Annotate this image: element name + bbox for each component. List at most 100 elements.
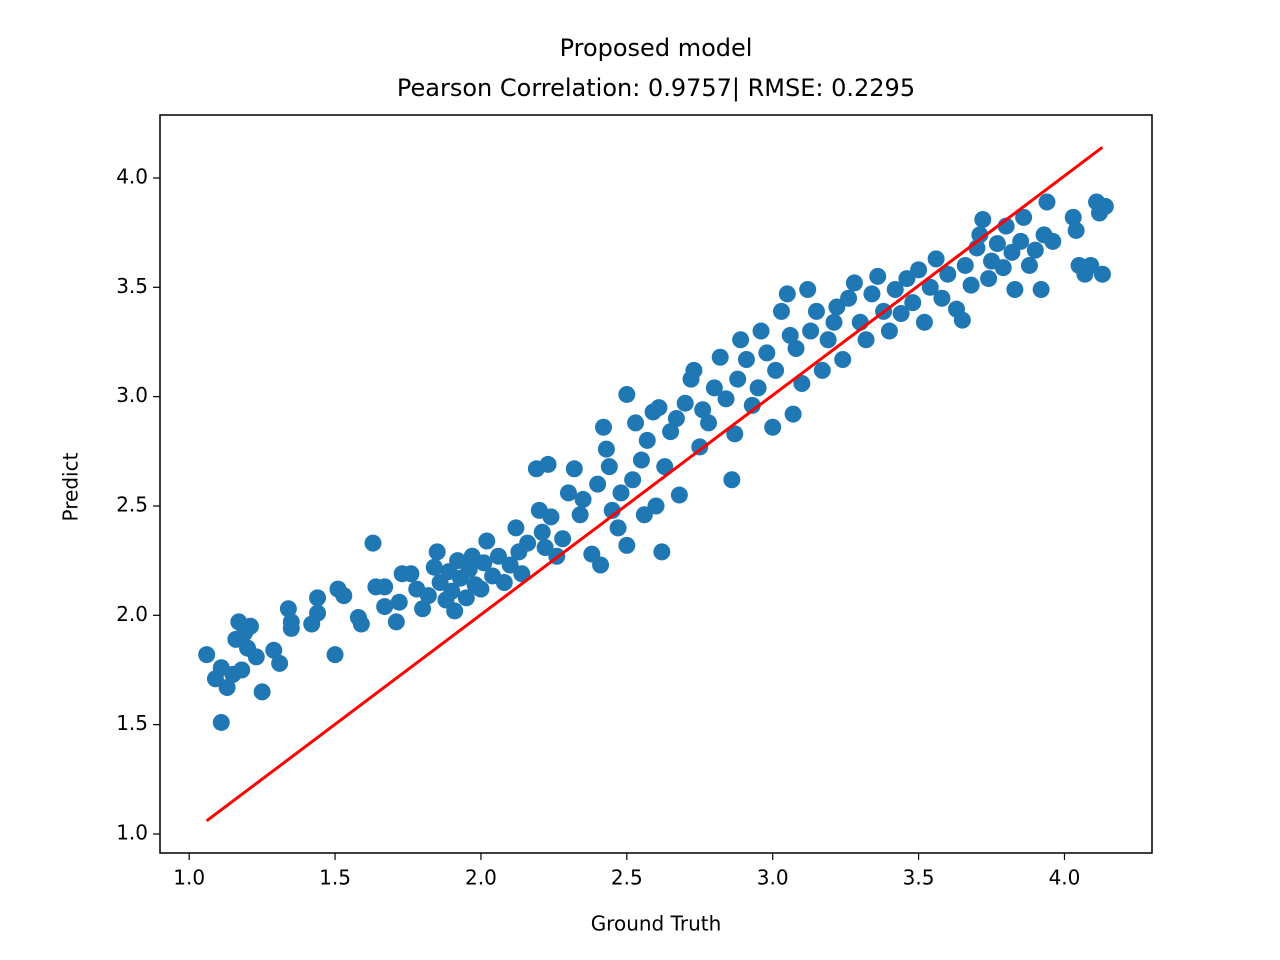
scatter-point	[825, 313, 843, 331]
scatter-point	[253, 683, 271, 701]
y-tick-label: 1.5	[116, 711, 148, 735]
scatter-point	[726, 425, 744, 443]
scatter-point	[279, 600, 297, 618]
scatter-point	[910, 261, 928, 279]
scatter-point	[667, 410, 685, 428]
scatter-point	[597, 440, 615, 458]
scatter-point	[711, 348, 729, 366]
scatter-point	[971, 226, 989, 244]
scatter-point	[1093, 265, 1111, 283]
scatter-point	[519, 534, 537, 552]
scatter-point	[1020, 256, 1038, 274]
scatter-point	[933, 289, 951, 307]
x-tick-label: 1.0	[173, 866, 205, 890]
scatter-point	[233, 661, 251, 679]
scatter-point	[647, 497, 665, 515]
scatter-point	[670, 486, 688, 504]
scatter-point	[309, 604, 327, 622]
scatter-point	[956, 256, 974, 274]
scatter-point	[953, 311, 971, 329]
scatter-point	[364, 534, 382, 552]
scatter-point	[559, 484, 577, 502]
scatter-point	[676, 394, 694, 412]
scatter-point	[592, 556, 610, 574]
scatter-point	[635, 506, 653, 524]
y-tick-label: 2.0	[116, 602, 148, 626]
scatter-point	[609, 519, 627, 537]
scatter-point	[600, 458, 618, 476]
scatter-point	[1015, 208, 1033, 226]
y-tick-label: 4.0	[116, 164, 148, 188]
scatter-point	[813, 361, 831, 379]
scatter-point	[807, 302, 825, 320]
scatter-point	[752, 322, 770, 340]
scatter-point	[819, 331, 837, 349]
scatter-point	[828, 298, 846, 316]
scatter-point	[612, 484, 630, 502]
scatter-point	[892, 305, 910, 323]
scatter-point	[457, 589, 475, 607]
scatter-point	[1096, 197, 1114, 215]
scatter-point	[390, 593, 408, 611]
scatter-point	[927, 250, 945, 268]
scatter-point	[554, 530, 572, 548]
scatter-point	[414, 600, 432, 618]
scatter-point	[539, 455, 557, 473]
scatter-point	[335, 587, 353, 605]
axes-frame	[159, 114, 1153, 854]
scatter-point	[650, 399, 668, 417]
scatter-point	[352, 615, 370, 633]
x-tick-label: 3.0	[757, 866, 789, 890]
scatter-point	[627, 414, 645, 432]
x-tick-label: 1.5	[319, 866, 351, 890]
chart-title: Proposed model	[560, 34, 753, 62]
scatter-point	[533, 523, 551, 541]
plot-area	[198, 146, 1114, 823]
scatter-point	[536, 539, 554, 557]
scatter-point	[402, 565, 420, 583]
scatter-point	[475, 554, 493, 572]
scatter-point	[241, 617, 259, 635]
scatter-point	[589, 475, 607, 493]
scatter-point	[449, 552, 467, 570]
scatter-point	[737, 350, 755, 368]
scatter-point	[980, 270, 998, 288]
scatter-point	[624, 471, 642, 489]
scatter-point	[489, 547, 507, 565]
chart-subtitle: Pearson Correlation: 0.9757| RMSE: 0.229…	[397, 74, 915, 102]
scatter-point	[1006, 280, 1024, 298]
scatter-point	[1038, 193, 1056, 211]
scatter-point	[542, 508, 560, 526]
scatter-point	[218, 678, 236, 696]
scatter-point	[1026, 241, 1044, 259]
y-axis-label: Predict	[59, 452, 83, 521]
x-tick-label: 2.0	[465, 866, 497, 890]
scatter-point	[758, 344, 776, 362]
scatter-point	[247, 648, 265, 666]
scatter-point	[863, 285, 881, 303]
scatter-point	[793, 375, 811, 393]
scatter-point	[717, 390, 735, 408]
scatter-point	[212, 713, 230, 731]
y-tick-label: 1.0	[116, 820, 148, 844]
scatter-point	[732, 331, 750, 349]
scatter-point	[749, 379, 767, 397]
scatter-point	[1067, 221, 1085, 239]
scatter-point	[662, 423, 680, 441]
scatter-point	[729, 370, 747, 388]
scatter-point	[915, 313, 933, 331]
identity-line	[205, 146, 1104, 823]
scatter-point	[387, 613, 405, 631]
scatter-point	[309, 589, 327, 607]
y-tick-label: 3.0	[116, 383, 148, 407]
scatter-point	[700, 414, 718, 432]
scatter-point	[618, 536, 636, 554]
scatter-point	[939, 265, 957, 283]
scatter-point	[571, 506, 589, 524]
scatter-point	[472, 580, 490, 598]
scatter-point	[507, 519, 525, 537]
scatter-point	[988, 235, 1006, 253]
scatter-point	[1044, 232, 1062, 250]
scatter-point	[271, 654, 289, 672]
